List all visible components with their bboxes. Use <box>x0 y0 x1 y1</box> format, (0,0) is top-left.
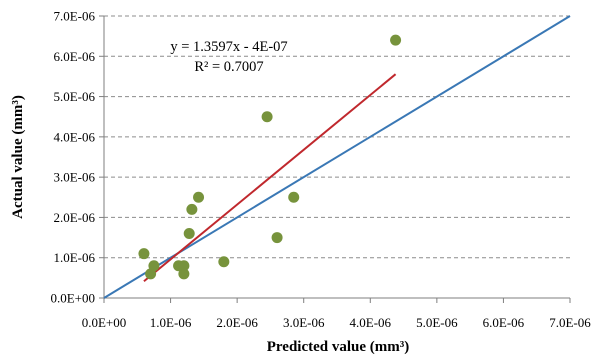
y-tick-label-6: 6.0E-06 <box>53 49 95 64</box>
x-tick-label-7: 7.0E-06 <box>549 315 591 330</box>
y-tick-label-3: 3.0E-06 <box>53 170 95 185</box>
trendline-group <box>143 73 397 283</box>
x-tick-label-2: 2.0E-06 <box>216 315 258 330</box>
axes <box>99 15 571 303</box>
trendline-equation: y = 1.3597x - 4E-07 <box>170 39 287 55</box>
data-point-13 <box>390 34 402 46</box>
y-tick-label-0: 0.0E+00 <box>50 291 95 306</box>
y-tick-label-5: 5.0E-06 <box>53 89 95 104</box>
data-points <box>138 34 402 280</box>
data-point-12 <box>288 191 300 203</box>
x-tick-label-6: 6.0E-06 <box>483 315 525 330</box>
data-point-5 <box>178 260 190 272</box>
data-point-2 <box>148 260 160 272</box>
data-point-0 <box>138 248 150 260</box>
y-axis-title: Actual value (mm³) <box>10 95 26 219</box>
x-tick-label-0: 0.0E+00 <box>82 315 127 330</box>
data-point-10 <box>261 111 273 123</box>
y-tick-label-2: 2.0E-06 <box>53 210 95 225</box>
y-tick-label-7: 7.0E-06 <box>53 9 95 24</box>
x-tick-label-4: 4.0E-06 <box>350 315 392 330</box>
y-tick-label-4: 4.0E-06 <box>53 129 95 144</box>
x-tick-labels: 0.0E+00 1.0E-06 2.0E-06 3.0E-06 4.0E-06 5.0E-… <box>82 315 592 330</box>
x-axis-title: Predicted value (mm³) <box>267 339 410 355</box>
data-point-11 <box>271 232 283 244</box>
x-tick-label-3: 3.0E-06 <box>283 315 325 330</box>
trendline <box>143 73 397 283</box>
r-squared-label: R² = 0.7007 <box>194 59 263 75</box>
y-tick-labels: 0.0E+00 1.0E-06 2.0E-06 3.0E-06 4.0E-06 5.0E-… <box>50 9 95 306</box>
x-tick-label-5: 5.0E-06 <box>416 315 458 330</box>
data-point-4 <box>178 268 190 280</box>
x-tick-label-1: 1.0E-06 <box>150 315 192 330</box>
y-tick-label-1: 1.0E-06 <box>53 250 95 265</box>
gridlines <box>104 15 570 259</box>
data-point-8 <box>193 191 205 203</box>
data-point-9 <box>218 256 230 268</box>
data-point-6 <box>183 228 195 240</box>
data-point-7 <box>186 203 198 215</box>
